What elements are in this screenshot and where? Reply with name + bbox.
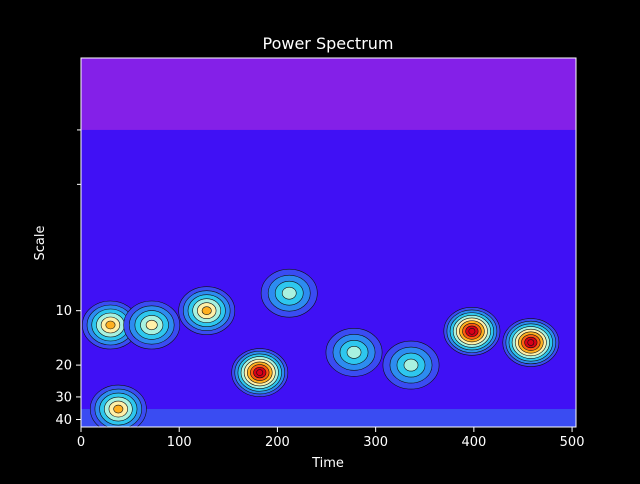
y-tick: 30 (55, 390, 81, 405)
contour-level (468, 327, 476, 335)
y-tick: 10 (55, 304, 81, 319)
hotspot (443, 306, 501, 356)
hotspot (260, 268, 318, 318)
x-tick: 400 (461, 427, 486, 450)
x-tick: 500 (560, 427, 585, 450)
y-tick-label: 30 (55, 390, 72, 405)
y-tick: 40 (55, 413, 81, 428)
hotspot (382, 340, 440, 390)
contour-level (346, 346, 362, 359)
low-band (81, 409, 576, 427)
hotspot (178, 286, 236, 335)
contour-level (145, 319, 158, 331)
hotspot (502, 318, 560, 367)
y-tick-label: 10 (55, 304, 72, 319)
x-tick: 200 (265, 427, 290, 450)
hotspot (123, 300, 181, 350)
contour-level (281, 286, 297, 300)
x-tick-label: 100 (167, 435, 192, 450)
contour-level (527, 339, 535, 346)
x-tick: 100 (167, 427, 192, 450)
hotspot (82, 300, 139, 350)
contour-level (201, 306, 212, 315)
y-tick: 20 (55, 359, 81, 374)
y-axis-label: Scale (33, 226, 48, 261)
contour-level (105, 320, 116, 330)
x-tick-label: 500 (560, 435, 585, 450)
contour-level (403, 358, 419, 372)
x-tick-label: 200 (265, 435, 290, 450)
x-tick-label: 300 (363, 435, 388, 450)
x-tick-label: 400 (461, 435, 486, 450)
plot-frame (80, 57, 577, 428)
cone-band (81, 58, 576, 130)
x-tick-label: 0 (77, 435, 85, 450)
hotspot (231, 348, 289, 397)
x-axis-label: Time (311, 456, 344, 471)
chart-title: Power Spectrum (263, 34, 394, 53)
hotspot (325, 328, 383, 377)
x-tick: 0 (77, 427, 85, 450)
x-tick: 300 (363, 427, 388, 450)
contour-level (113, 404, 124, 414)
hotspot (89, 384, 147, 427)
y-tick-label: 20 (55, 359, 72, 374)
contour-level (256, 369, 264, 376)
y-tick-label: 40 (55, 413, 72, 428)
